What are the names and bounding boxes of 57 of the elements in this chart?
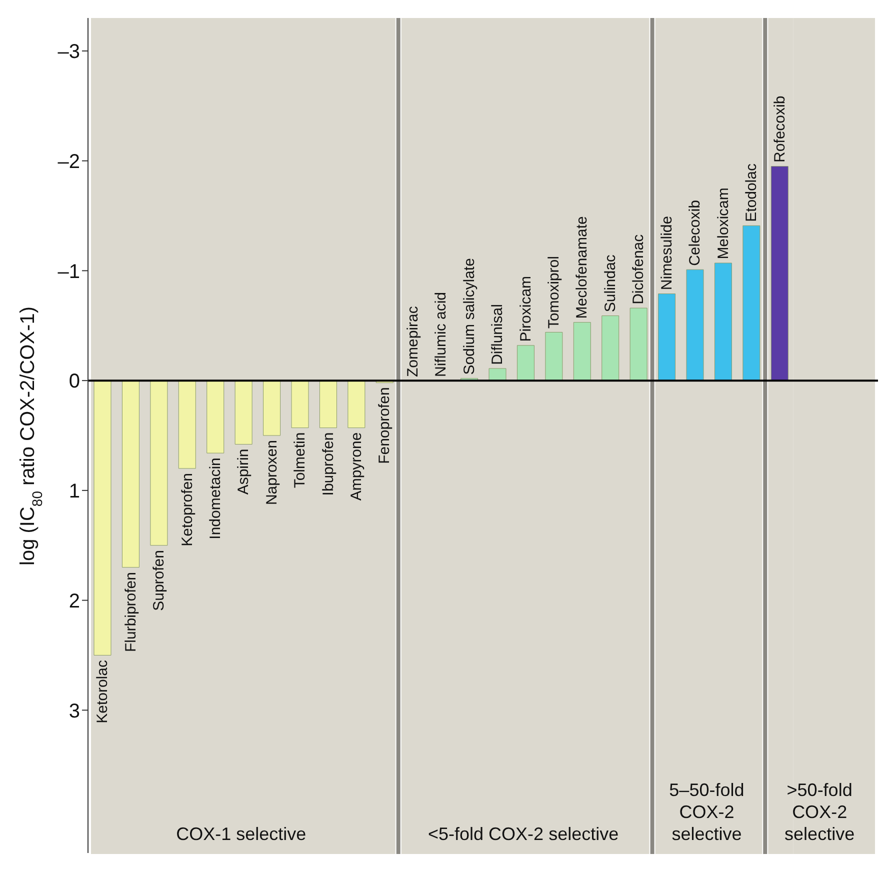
x-tick-label: Sodium salicylate: [460, 258, 478, 375]
y-tick-label: –2: [58, 150, 80, 173]
y-tick-label: 3: [68, 700, 80, 722]
x-tick-label: Nimesulide: [658, 216, 676, 290]
x-tick-label: Tolmetin: [292, 432, 309, 488]
x-tick-label: Meloxicam: [714, 188, 732, 260]
bar: [488, 368, 506, 381]
y-tick-label: –3: [58, 41, 80, 64]
band-label: >50-fold COX-2 selective: [784, 780, 855, 844]
bar: [94, 380, 112, 656]
x-tick-label: Ketorolac: [94, 660, 112, 724]
bar: [516, 345, 534, 381]
x-tick-label: Suprofen: [150, 550, 168, 611]
x-tick-label: Zomepirac: [404, 306, 422, 377]
bar: [206, 380, 224, 454]
x-tick-label: Ampyrone: [348, 432, 366, 501]
band-label: <5-fold COX-2 selective: [428, 824, 619, 844]
bar: [178, 380, 196, 469]
x-tick-label: Diclofenac: [630, 234, 648, 304]
x-tick-label: Naproxen: [263, 440, 280, 506]
x-tick-label: Aspirin: [235, 448, 252, 495]
bar: [263, 380, 281, 436]
y-tick-label: 2: [68, 590, 80, 612]
bar: [714, 262, 732, 381]
bar: [291, 380, 309, 428]
x-tick-label: Indometacin: [206, 458, 224, 540]
x-tick-label: Celecoxib: [686, 200, 704, 266]
x-tick-label: Diflunisal: [489, 304, 506, 365]
x-tick-label: Niflumic acid: [432, 292, 450, 377]
y-tick-label: –1: [58, 260, 80, 283]
bar: [122, 380, 140, 568]
bar: [319, 380, 337, 428]
bar: [630, 308, 648, 381]
bar: [573, 322, 591, 381]
bar: [545, 332, 563, 381]
x-tick-label: Fenoprofen: [376, 387, 394, 464]
x-tick-label: Etodolac: [743, 163, 760, 222]
x-tick-label: Rofecoxib: [771, 96, 788, 162]
bar: [348, 380, 366, 428]
x-tick-label: Sulindac: [602, 254, 619, 312]
x-tick-label: Flurbiprofen: [122, 572, 140, 652]
x-tick-label: Piroxicam: [517, 276, 534, 342]
x-tick-label: Meclofenamate: [574, 216, 591, 319]
band-label: 5–50-fold COX-2 selective: [669, 780, 744, 844]
bar: [150, 380, 168, 546]
bar: [686, 269, 704, 381]
bar: [234, 380, 252, 445]
x-tick-label: Tomoxiprol: [546, 256, 563, 329]
band-label: COX-1 selective: [176, 824, 306, 844]
bar: [742, 225, 760, 381]
y-tick-label: 1: [68, 480, 80, 503]
bar: [602, 315, 620, 381]
y-tick-label: 0: [68, 370, 80, 393]
bar: [770, 166, 788, 381]
x-tick-label: Ibuprofen: [320, 432, 337, 496]
x-tick-label: Ketoprofen: [178, 473, 196, 546]
bar: [658, 294, 676, 381]
